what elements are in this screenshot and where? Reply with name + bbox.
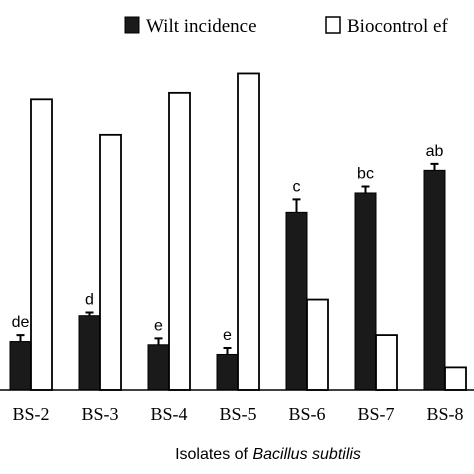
bar-biocontrol-bs-8 [444, 366, 467, 391]
error-bar-bs-7 [361, 185, 370, 193]
error-bar-bs-4 [154, 337, 163, 345]
error-bar-bs-5 [223, 347, 232, 355]
bar-wilt-incidence-bs-2 [9, 341, 32, 391]
significance-label-bs-7: bc [357, 166, 374, 183]
significance-label-bs-2: de [12, 314, 30, 331]
error-bar-bs-6 [292, 198, 301, 213]
legend-label-biocontrol: Biocontrol ef [347, 16, 448, 37]
x-tick-label-bs-2: BS-2 [12, 404, 49, 424]
error-bar-bs-2 [16, 334, 25, 342]
x-tick-label-bs-5: BS-5 [219, 404, 256, 424]
bar-biocontrol-bs-3 [99, 133, 122, 391]
error-bar-bs-8 [430, 162, 439, 171]
x-axis-label-prefix: Isolates of [175, 446, 252, 463]
x-tick-label-bs-3: BS-3 [81, 404, 118, 424]
error-bar-bs-3 [85, 311, 94, 316]
x-tick-label-bs-4: BS-4 [150, 404, 187, 424]
legend-label-wilt-incidence: Wilt incidence [146, 16, 257, 37]
significance-label-bs-5: e [223, 327, 232, 344]
x-tick-label-bs-7: BS-7 [357, 404, 394, 424]
significance-label-bs-3: d [85, 291, 94, 308]
bar-biocontrol-bs-2 [30, 98, 53, 391]
bar-wilt-incidence-bs-6 [285, 211, 308, 391]
significance-label-bs-8: ab [426, 143, 444, 160]
bar-biocontrol-bs-5 [237, 72, 260, 391]
bar-biocontrol-bs-7 [375, 334, 398, 391]
legend-swatch-biocontrol [325, 16, 341, 34]
bar-wilt-incidence-bs-7 [354, 192, 377, 391]
x-axis-label: Isolates of Bacillus subtilis [175, 446, 361, 463]
legend-swatch-wilt-incidence [124, 16, 140, 34]
x-tick-label-bs-8: BS-8 [426, 404, 463, 424]
legend: Wilt incidence Biocontrol ef [124, 16, 448, 37]
x-tick-labels: BS-2 BS-3 BS-4 BS-5 BS-6 BS-7 BS-8 [12, 404, 463, 424]
x-tick-label-bs-6: BS-6 [288, 404, 325, 424]
bar-wilt-incidence-bs-8 [423, 169, 446, 391]
significance-label-bs-4: e [154, 317, 163, 334]
bar-wilt-incidence-bs-4 [147, 344, 170, 391]
bar-biocontrol-bs-4 [168, 91, 191, 391]
bar-wilt-incidence-bs-3 [78, 315, 101, 391]
significance-label-bs-6: c [293, 178, 301, 195]
bar-biocontrol-bs-6 [306, 298, 329, 391]
bar-wilt-incidence-bs-5 [216, 353, 239, 391]
x-axis-label-italic: Bacillus subtilis [252, 446, 360, 463]
